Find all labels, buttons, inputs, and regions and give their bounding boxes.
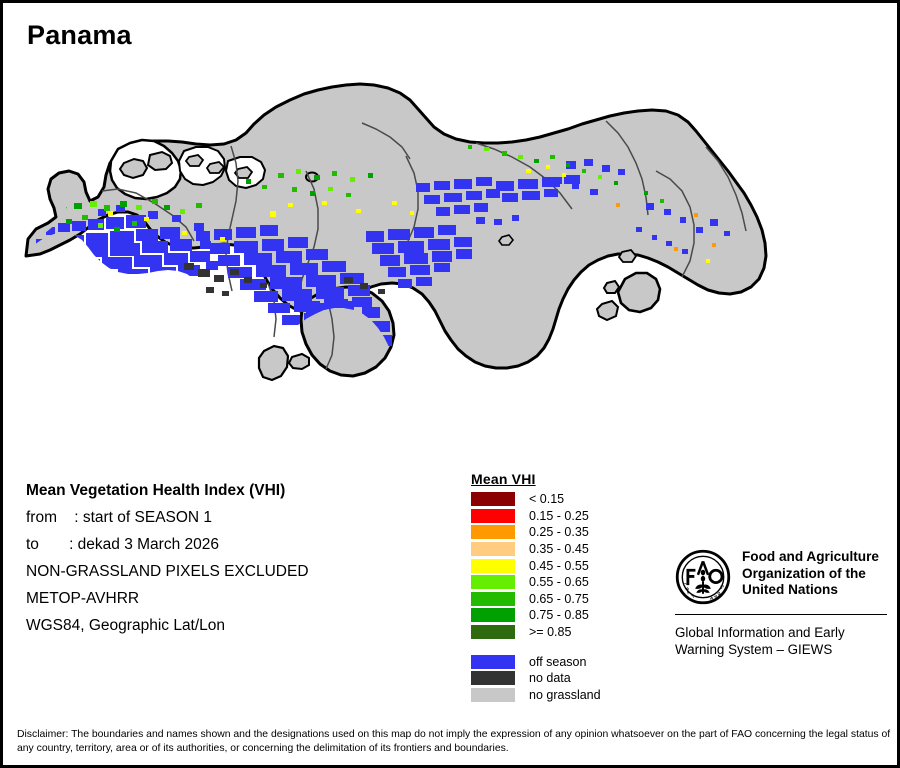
boundary-darien-s — [655, 170, 695, 278]
fao-divider — [675, 614, 887, 615]
island-small-2 — [205, 161, 226, 174]
svg-text:S: S — [719, 584, 725, 588]
legend-row: 0.65 - 0.75 — [471, 591, 661, 608]
island-pearl-3 — [595, 299, 620, 322]
svg-text:P: P — [709, 596, 714, 602]
legend-title: Mean VHI — [471, 471, 536, 487]
no-data-pixels-group — [184, 263, 385, 296]
svg-text:T: T — [691, 593, 696, 599]
legend-label: 0.45 - 0.55 — [529, 558, 589, 573]
boundary-darien-n — [605, 120, 649, 216]
boundary-colon — [361, 122, 411, 160]
boundary-herrera-los-santos — [325, 300, 335, 370]
fao-logo-icon: F I A T P A N I S — [675, 549, 731, 605]
map-canvas[interactable] — [6, 51, 897, 456]
island-small-1 — [184, 154, 205, 167]
legend-row: 0.35 - 0.45 — [471, 541, 661, 558]
island-taboga — [498, 234, 515, 246]
svg-text:N: N — [716, 591, 722, 596]
map-metadata-block: Mean Vegetation Health Index (VHI) from … — [26, 477, 456, 639]
legend-row: >= 0.85 — [471, 624, 661, 641]
legend-swatch — [471, 558, 515, 573]
legend-row: 0.45 - 0.55 — [471, 557, 661, 574]
legend-row-no-grassland: no grassland — [471, 687, 661, 704]
legend-row: 0.75 - 0.85 — [471, 607, 661, 624]
legend-label: 0.25 - 0.35 — [529, 525, 589, 540]
legend-swatch — [471, 687, 515, 702]
island-colon — [118, 157, 149, 180]
legend-label: >= 0.85 — [529, 625, 572, 640]
legend-spacer — [471, 640, 661, 653]
legend-row-off-season: off season — [471, 653, 661, 670]
legend-label: no grassland — [529, 687, 601, 702]
legend-swatch — [471, 654, 515, 669]
legend-swatch — [471, 525, 515, 540]
metadata-projection: WGS84, Geographic Lat/Lon — [26, 617, 226, 634]
boundary-veraguas-w — [225, 145, 239, 292]
page-title: Panama — [27, 20, 132, 50]
metadata-heading: Mean Vegetation Health Index (VHI) — [26, 482, 286, 499]
fao-motto-left: F — [685, 586, 691, 591]
legend-label: < 0.15 — [529, 492, 565, 507]
svg-text:I: I — [683, 582, 688, 585]
metadata-sensor: METOP-AVHRR — [26, 590, 140, 607]
metadata-to: to : dekad 3 March 2026 — [26, 536, 220, 553]
boundary-comarca-kuna — [475, 142, 573, 210]
legend-row-no-data: no data — [471, 670, 661, 687]
legend-label: 0.55 - 0.65 — [529, 575, 589, 590]
boundary-darien-e — [705, 146, 747, 232]
metadata-mask: NON-GRASSLAND PIXELS EXCLUDED — [26, 563, 309, 580]
legend-row: 0.55 - 0.65 — [471, 574, 661, 591]
legend-swatch — [471, 591, 515, 606]
legend-swatch — [471, 671, 515, 686]
boundary-panama-w — [405, 155, 419, 242]
legend-label: 0.75 - 0.85 — [529, 608, 589, 623]
disclaimer-text: Disclaimer: The boundaries and names sho… — [17, 729, 891, 754]
legend-swatch — [471, 492, 515, 507]
legend-swatch — [471, 575, 515, 590]
legend-row: < 0.15 — [471, 491, 661, 508]
legend-row: 0.15 - 0.25 — [471, 508, 661, 525]
metadata-from: from : start of SEASON 1 — [26, 509, 213, 526]
island-cebaco — [287, 352, 310, 371]
legend-label: off season — [529, 654, 587, 669]
fao-organization-name: Food and Agriculture Organization of the… — [742, 549, 879, 597]
island-pearl-4 — [617, 249, 638, 263]
legend-swatch — [471, 542, 515, 557]
island-pearl-2 — [602, 279, 621, 294]
legend: Mean VHI < 0.15 0.15 - 0.25 0.25 - 0.35 … — [471, 471, 661, 703]
legend-row: 0.25 - 0.35 — [471, 524, 661, 541]
fao-branding: F I A T P A N I S Food and Agriculture O… — [675, 549, 887, 658]
legend-label: 0.15 - 0.25 — [529, 508, 589, 523]
giews-programme-name: Global Information and Early Warning Sys… — [675, 625, 845, 657]
svg-text:A: A — [713, 594, 719, 600]
fao-header: F I A T P A N I S Food and Agriculture O… — [675, 549, 887, 605]
island-del-rey — [616, 271, 662, 314]
island-coiba — [257, 344, 290, 382]
legend-swatch — [471, 625, 515, 640]
legend-label: no data — [529, 671, 571, 686]
island-small-3 — [233, 166, 254, 179]
legend-swatch — [471, 608, 515, 623]
panama-vhi-map[interactable] — [6, 51, 897, 456]
legend-label: 0.35 - 0.45 — [529, 542, 589, 557]
svg-text:A: A — [686, 589, 691, 595]
legend-label: 0.65 - 0.75 — [529, 591, 589, 606]
legend-swatch — [471, 508, 515, 523]
island-bastimentos — [146, 150, 174, 172]
svg-text:I: I — [718, 587, 723, 590]
